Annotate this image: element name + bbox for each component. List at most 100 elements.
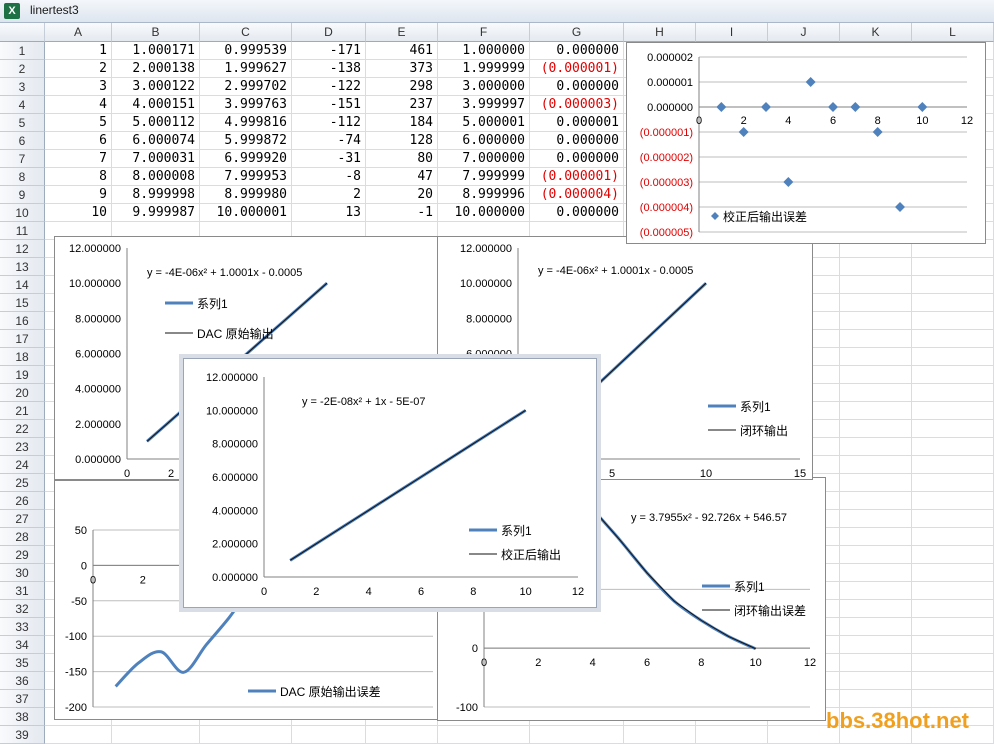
cell[interactable]	[840, 654, 912, 672]
cell[interactable]: 8.999980	[200, 186, 292, 204]
row-header[interactable]: 5	[0, 114, 45, 132]
cell[interactable]: 5.999872	[200, 132, 292, 150]
cell[interactable]	[292, 726, 366, 744]
cell[interactable]	[840, 636, 912, 654]
cell[interactable]	[530, 726, 624, 744]
cell[interactable]: 4.999816	[200, 114, 292, 132]
cell[interactable]	[840, 330, 912, 348]
cell[interactable]	[912, 618, 994, 636]
cell[interactable]	[840, 240, 912, 258]
column-header[interactable]: H	[624, 23, 696, 42]
cell[interactable]: 237	[366, 96, 438, 114]
row-header[interactable]: 39	[0, 726, 45, 744]
row-header[interactable]: 32	[0, 600, 45, 618]
cell[interactable]	[840, 600, 912, 618]
cell[interactable]	[912, 276, 994, 294]
cell[interactable]: -112	[292, 114, 366, 132]
cell[interactable]: (0.000001)	[530, 168, 624, 186]
cell[interactable]: (0.000004)	[530, 186, 624, 204]
column-header[interactable]: G	[530, 23, 624, 42]
cell[interactable]: 0.999539	[200, 42, 292, 60]
row-header[interactable]: 14	[0, 276, 45, 294]
cell[interactable]: 10.000001	[200, 204, 292, 222]
row-header[interactable]: 31	[0, 582, 45, 600]
cell[interactable]: -151	[292, 96, 366, 114]
row-header[interactable]: 8	[0, 168, 45, 186]
column-header[interactable]: L	[912, 23, 994, 42]
cell[interactable]: 3.000000	[438, 78, 530, 96]
cell[interactable]	[840, 294, 912, 312]
cell[interactable]	[366, 726, 438, 744]
cell[interactable]: 8.999996	[438, 186, 530, 204]
cell[interactable]: 1.000171	[112, 42, 200, 60]
column-header[interactable]: I	[696, 23, 768, 42]
cell[interactable]: 1.999999	[438, 60, 530, 78]
cell[interactable]: 10	[45, 204, 112, 222]
cell[interactable]	[840, 276, 912, 294]
cell[interactable]: 298	[366, 78, 438, 96]
cell[interactable]	[840, 528, 912, 546]
cell[interactable]	[912, 258, 994, 276]
cell[interactable]: 5.000112	[112, 114, 200, 132]
cell[interactable]	[912, 690, 994, 708]
column-header[interactable]: B	[112, 23, 200, 42]
cell[interactable]	[840, 348, 912, 366]
row-header[interactable]: 10	[0, 204, 45, 222]
cell[interactable]	[840, 492, 912, 510]
cell[interactable]	[840, 672, 912, 690]
cell[interactable]: 0.000000	[530, 204, 624, 222]
row-header[interactable]: 35	[0, 654, 45, 672]
row-header[interactable]: 27	[0, 510, 45, 528]
cell[interactable]: -1	[366, 204, 438, 222]
row-header[interactable]: 2	[0, 60, 45, 78]
cell[interactable]	[912, 420, 994, 438]
cell[interactable]	[912, 528, 994, 546]
row-header[interactable]: 15	[0, 294, 45, 312]
cell[interactable]	[696, 726, 768, 744]
row-header[interactable]: 34	[0, 636, 45, 654]
row-header[interactable]: 16	[0, 312, 45, 330]
row-header[interactable]: 26	[0, 492, 45, 510]
cell[interactable]: 3.000122	[112, 78, 200, 96]
cell[interactable]	[912, 438, 994, 456]
cell[interactable]: 9.999987	[112, 204, 200, 222]
cell[interactable]: 6.000074	[112, 132, 200, 150]
cell[interactable]	[912, 456, 994, 474]
column-header[interactable]: E	[366, 23, 438, 42]
cell[interactable]: 8.999998	[112, 186, 200, 204]
row-header[interactable]: 24	[0, 456, 45, 474]
row-header[interactable]: 12	[0, 240, 45, 258]
cell[interactable]	[912, 654, 994, 672]
row-header[interactable]: 9	[0, 186, 45, 204]
row-header[interactable]: 23	[0, 438, 45, 456]
row-header[interactable]: 3	[0, 78, 45, 96]
cell[interactable]	[840, 366, 912, 384]
row-header[interactable]: 36	[0, 672, 45, 690]
cell[interactable]: 9	[45, 186, 112, 204]
cell[interactable]: 47	[366, 168, 438, 186]
cell[interactable]: 4	[45, 96, 112, 114]
cell[interactable]: 0.000000	[530, 42, 624, 60]
cell[interactable]: 5.000001	[438, 114, 530, 132]
row-header[interactable]: 30	[0, 564, 45, 582]
cell[interactable]: -138	[292, 60, 366, 78]
cell[interactable]: -31	[292, 150, 366, 168]
row-header[interactable]: 25	[0, 474, 45, 492]
cell[interactable]	[912, 402, 994, 420]
column-header[interactable]: D	[292, 23, 366, 42]
row-header[interactable]: 22	[0, 420, 45, 438]
cell[interactable]: 373	[366, 60, 438, 78]
cell[interactable]	[840, 474, 912, 492]
cell[interactable]	[912, 474, 994, 492]
cell[interactable]: 6.000000	[438, 132, 530, 150]
cell[interactable]	[768, 708, 840, 726]
cell[interactable]: 7.999999	[438, 168, 530, 186]
cell[interactable]	[840, 402, 912, 420]
cell[interactable]	[912, 330, 994, 348]
chart-corrected-output[interactable]: 12.000000 10.000000 8.000000 6.000000 4.0000…	[183, 358, 597, 608]
cell[interactable]	[912, 546, 994, 564]
cell[interactable]: 80	[366, 150, 438, 168]
row-header[interactable]: 1	[0, 42, 45, 60]
row-header[interactable]: 28	[0, 528, 45, 546]
cell[interactable]: 20	[366, 186, 438, 204]
